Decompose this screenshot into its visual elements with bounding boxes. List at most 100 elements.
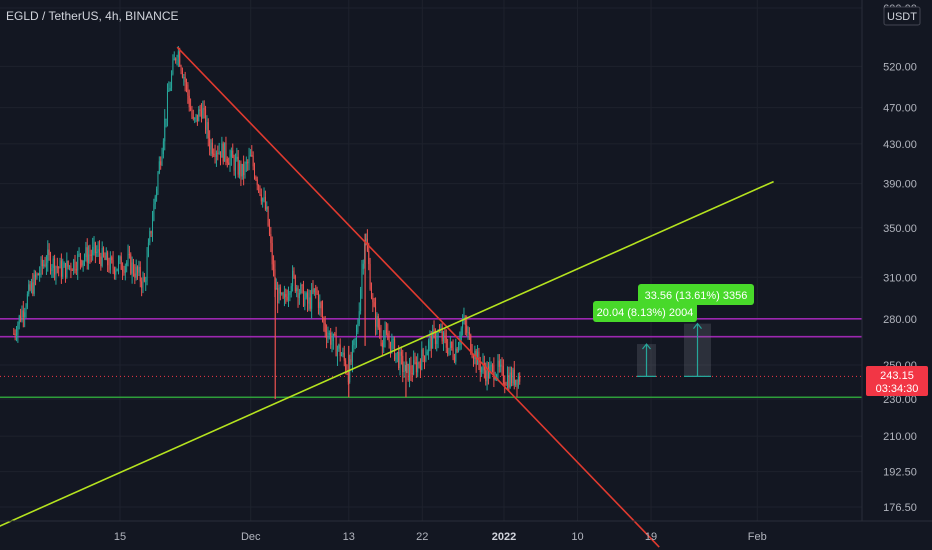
time-axis[interactable]: 15 Dec 13 22 2022 10 19 Feb xyxy=(114,531,767,543)
candle-body xyxy=(39,273,41,276)
candle-body xyxy=(78,253,80,255)
candle-body xyxy=(36,273,38,278)
candle-body xyxy=(305,293,307,298)
currency-badge-label: USDT xyxy=(887,11,917,23)
candle-body xyxy=(98,249,100,257)
candle-body xyxy=(179,51,181,67)
candle-body xyxy=(183,77,185,79)
candle-body xyxy=(37,273,39,276)
candle-body xyxy=(157,173,159,189)
candle-body xyxy=(59,260,61,269)
time-tick-label: 10 xyxy=(571,531,583,543)
candle-body xyxy=(255,177,257,180)
candle-body xyxy=(479,364,481,373)
candle-body xyxy=(198,109,200,122)
ascending-trendline xyxy=(0,180,774,527)
candle-body xyxy=(468,331,470,335)
candle-body xyxy=(421,349,423,370)
candle-body xyxy=(241,163,243,177)
candle-body xyxy=(135,266,137,278)
candle-body xyxy=(293,270,295,276)
candle-body xyxy=(202,108,204,119)
candle-body xyxy=(116,268,118,271)
candle-body xyxy=(103,248,105,256)
candle-body xyxy=(323,318,325,324)
candle-body xyxy=(430,335,432,349)
candle-body xyxy=(309,297,311,309)
currency-badge[interactable]: USDT xyxy=(883,6,921,26)
candle-body xyxy=(175,58,177,61)
candle-body xyxy=(381,342,383,348)
candle-body xyxy=(195,114,197,119)
candle-body xyxy=(141,281,143,288)
candle-body xyxy=(263,197,265,199)
candle-body xyxy=(122,269,124,272)
candle-body xyxy=(69,265,71,267)
price-axis[interactable]: 600.00520.00470.00430.00390.00350.00310.… xyxy=(883,3,917,514)
candle-body xyxy=(517,376,519,387)
candle-body xyxy=(289,293,291,295)
candle-body xyxy=(419,364,421,370)
candle-body xyxy=(142,276,144,288)
candle-body xyxy=(119,256,121,260)
candle-body xyxy=(485,370,487,382)
candle-body xyxy=(131,262,133,274)
candle-body xyxy=(281,293,283,295)
candle-body xyxy=(498,360,500,367)
candle-body xyxy=(429,335,431,342)
candle-body xyxy=(156,188,158,197)
candle-body xyxy=(205,108,207,130)
candle-body xyxy=(317,293,319,308)
candle-body xyxy=(152,220,154,234)
trendlines[interactable] xyxy=(0,46,774,548)
measure-label-bg xyxy=(638,284,754,305)
candle-body xyxy=(458,345,460,352)
candle-body xyxy=(254,166,256,178)
candle-body xyxy=(40,259,42,274)
candle-body xyxy=(373,302,375,307)
candle-body xyxy=(400,351,402,356)
candle-body xyxy=(209,138,211,150)
candle-body xyxy=(138,266,140,273)
candle-body xyxy=(334,333,336,335)
candle-body xyxy=(298,293,300,299)
candle-body xyxy=(290,286,292,294)
candle-body xyxy=(139,266,141,282)
candle-body xyxy=(239,163,241,175)
candle-body xyxy=(203,108,205,110)
candle-body xyxy=(247,162,249,164)
symbol-title[interactable]: EGLD / TetherUS, 4h, BINANCE xyxy=(6,9,179,23)
candle-body xyxy=(226,158,228,163)
candle-body xyxy=(414,360,416,363)
candle-body xyxy=(30,282,32,290)
candle-body xyxy=(112,260,114,269)
candle-body xyxy=(21,310,23,321)
candle-body xyxy=(395,353,397,360)
candle-body xyxy=(342,352,344,355)
candle-body xyxy=(17,324,19,335)
candle-body xyxy=(232,150,234,158)
candle-body xyxy=(158,161,160,174)
candle-body xyxy=(24,312,26,318)
candle-body xyxy=(149,231,151,243)
candle-body xyxy=(380,332,382,343)
candle-body xyxy=(248,156,250,163)
candle-body xyxy=(120,256,122,270)
candle-body xyxy=(123,271,125,273)
candle-body xyxy=(165,118,167,120)
measurement-tools[interactable]: 20.04 (8.13%) 2004 33.56 (13.61%) 3356 xyxy=(593,284,754,377)
candle-body xyxy=(56,266,58,268)
candle-body xyxy=(243,163,245,176)
candle-body xyxy=(403,371,405,373)
candle-body xyxy=(214,154,216,158)
candle-body xyxy=(230,150,232,157)
candle-body xyxy=(513,369,515,385)
price-tick-label: 280.00 xyxy=(883,314,917,326)
candle-body xyxy=(169,87,171,91)
candle-body xyxy=(376,316,378,327)
candle-body xyxy=(229,156,231,165)
candle-body xyxy=(315,288,317,290)
candle-body xyxy=(448,347,450,355)
candle-body xyxy=(262,198,264,202)
